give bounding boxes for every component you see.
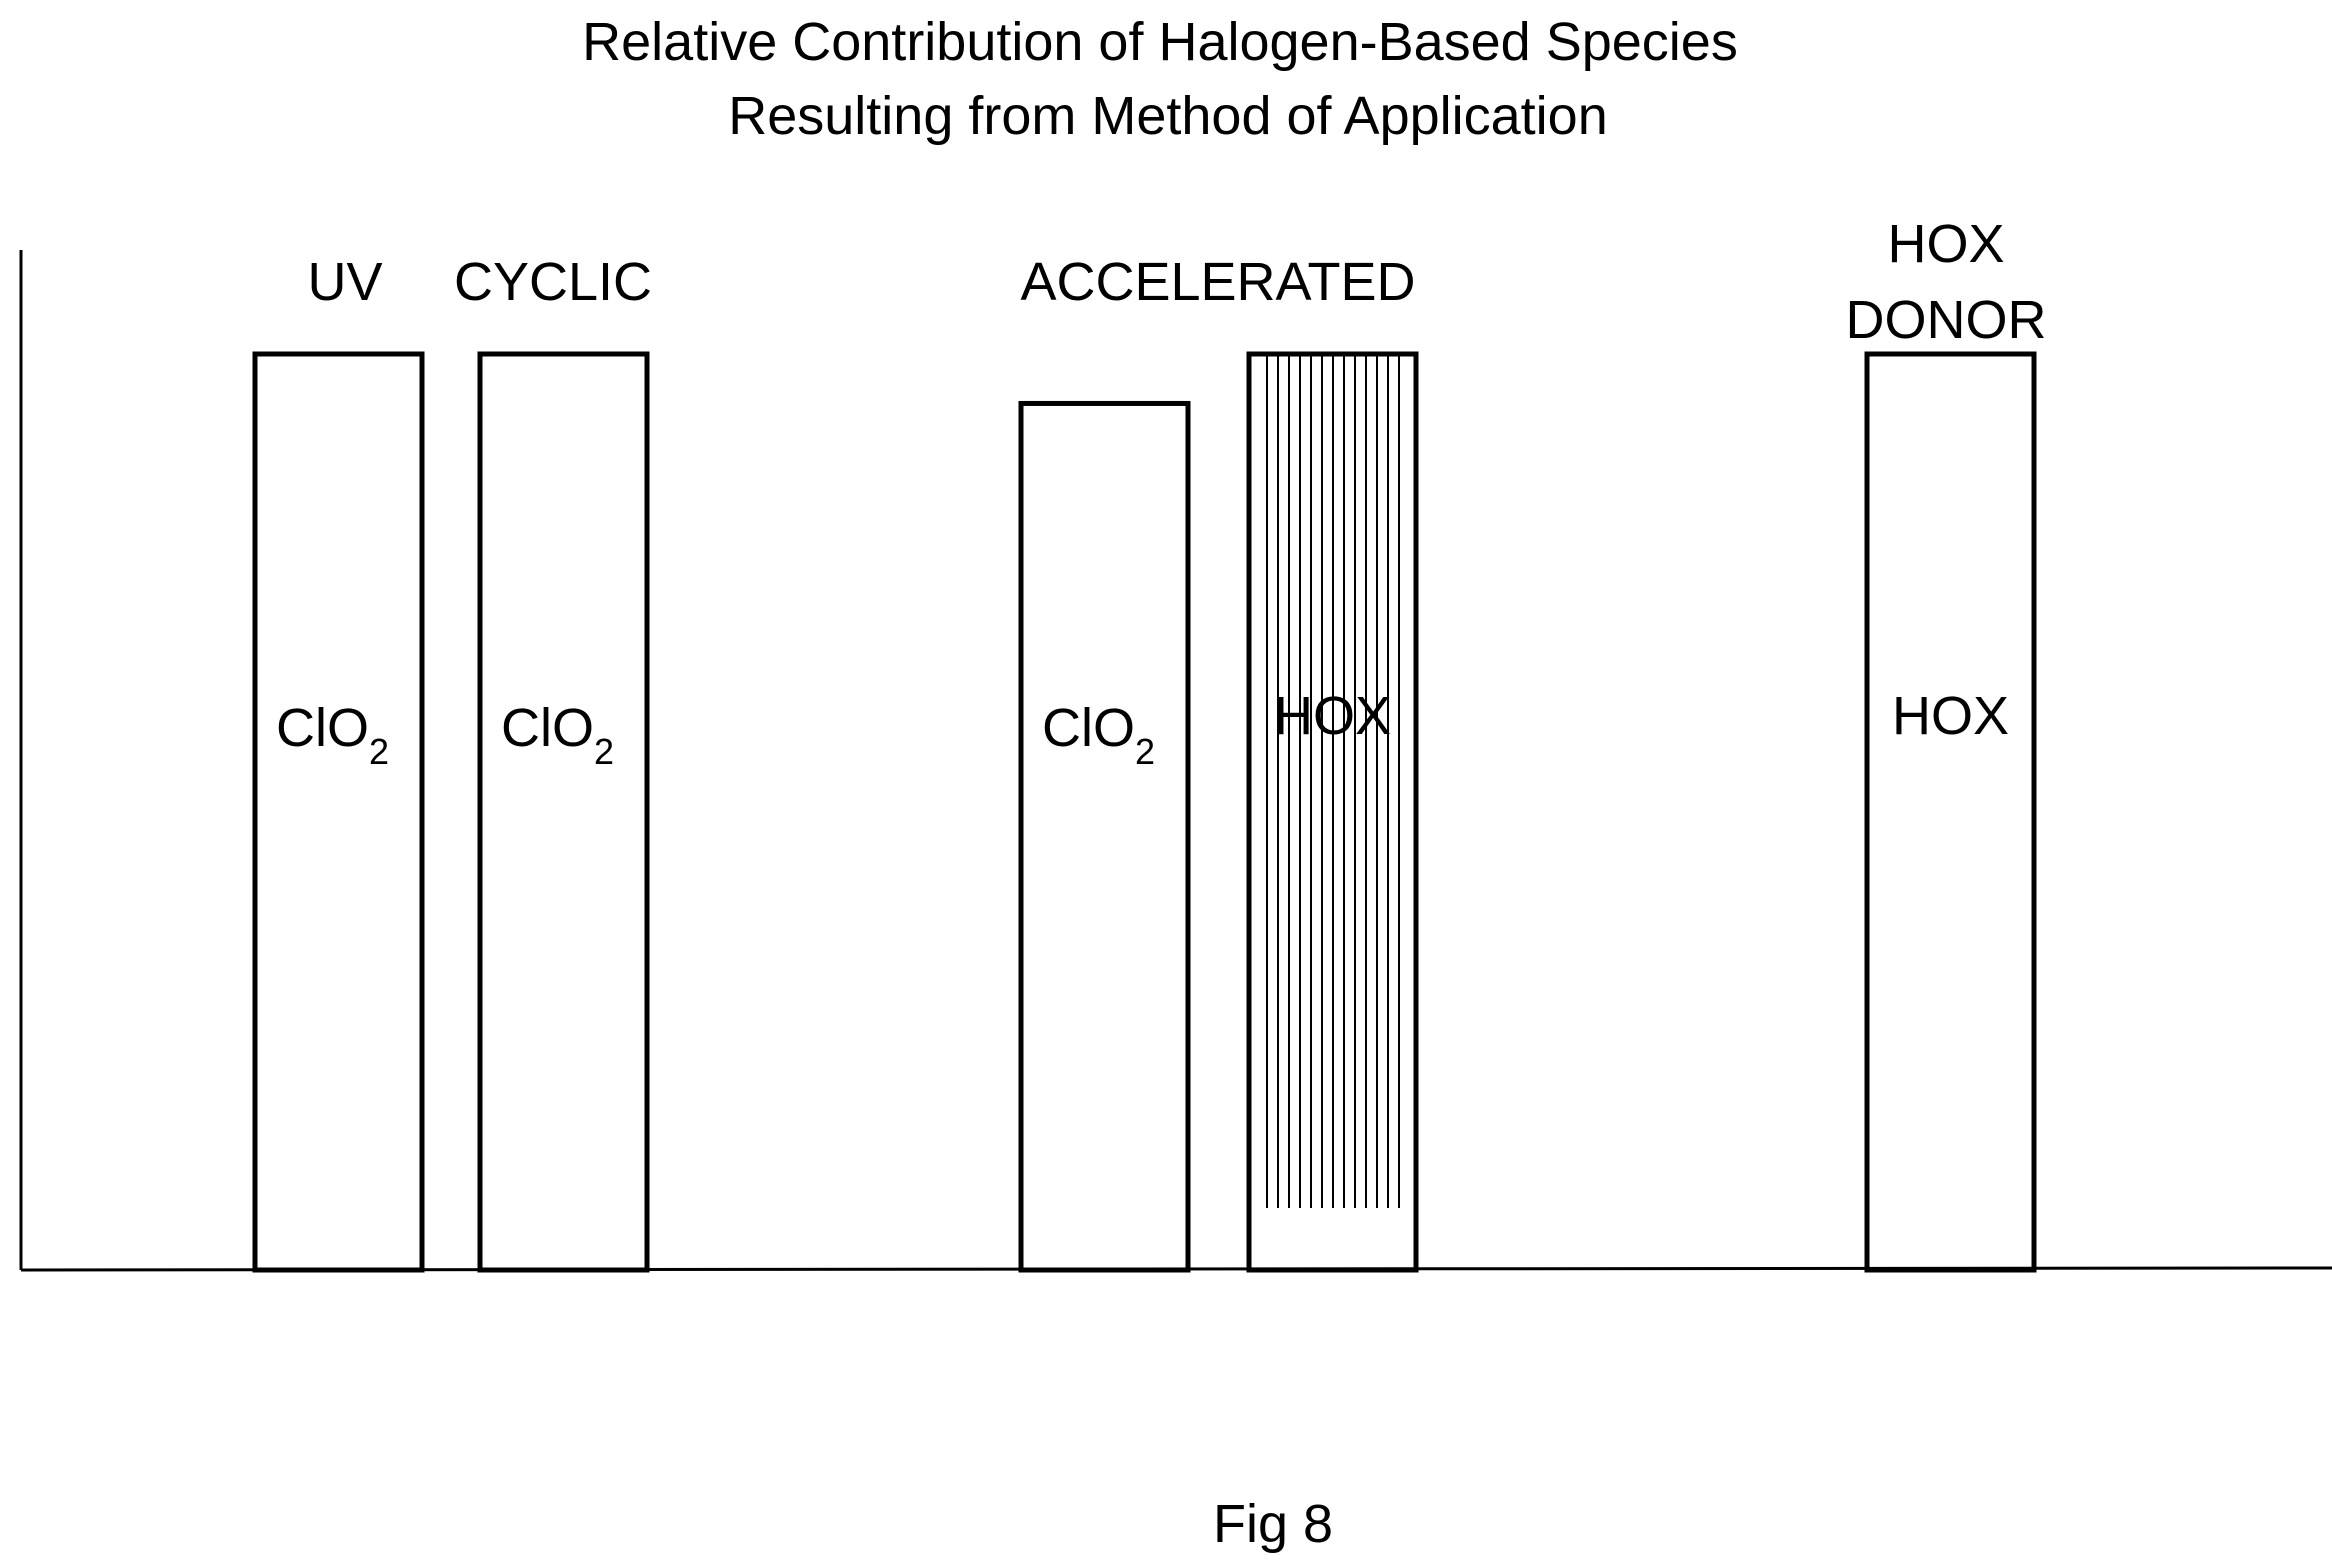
bar-label: ClO2 xyxy=(1042,698,1155,772)
bar-hatch xyxy=(1266,354,1400,1208)
bar-label: ClO2 xyxy=(501,698,614,772)
bar-label-text: ClO xyxy=(276,698,369,758)
bar-label-text: HOX xyxy=(1274,686,1391,746)
bar-label-subscript: 2 xyxy=(1135,731,1155,772)
bar-label-text: HOX xyxy=(1892,686,2009,746)
bar-label: ClO2 xyxy=(276,698,389,772)
bar xyxy=(1864,351,2037,1273)
group-label: UV xyxy=(307,252,382,312)
bar xyxy=(1018,400,1191,1273)
bar xyxy=(1246,351,1419,1273)
bar-label-subscript: 2 xyxy=(594,731,614,772)
bar-label-text: ClO xyxy=(501,698,594,758)
group-label: DONOR xyxy=(1846,290,2047,350)
bar-label-subscript: 2 xyxy=(369,731,389,772)
bar-label: HOX xyxy=(1892,686,2009,746)
bar xyxy=(477,351,650,1273)
group-label: ACCELERATED xyxy=(1020,252,1415,312)
plot-area: UVClO2CYCLICClO2ACCELERATEDClO2HOXHOXDON… xyxy=(252,214,2047,1273)
bar-label: HOX xyxy=(1274,686,1391,746)
chart-title-line-1: Relative Contribution of Halogen-Based S… xyxy=(582,12,1738,72)
group-label: HOX xyxy=(1887,214,2004,274)
bar-label-text: ClO xyxy=(1042,698,1135,758)
bar xyxy=(252,351,425,1273)
group-label: CYCLIC xyxy=(454,252,652,312)
chart-title-line-2: Resulting from Method of Application xyxy=(728,86,1607,146)
figure-caption: Fig 8 xyxy=(1213,1494,1333,1554)
